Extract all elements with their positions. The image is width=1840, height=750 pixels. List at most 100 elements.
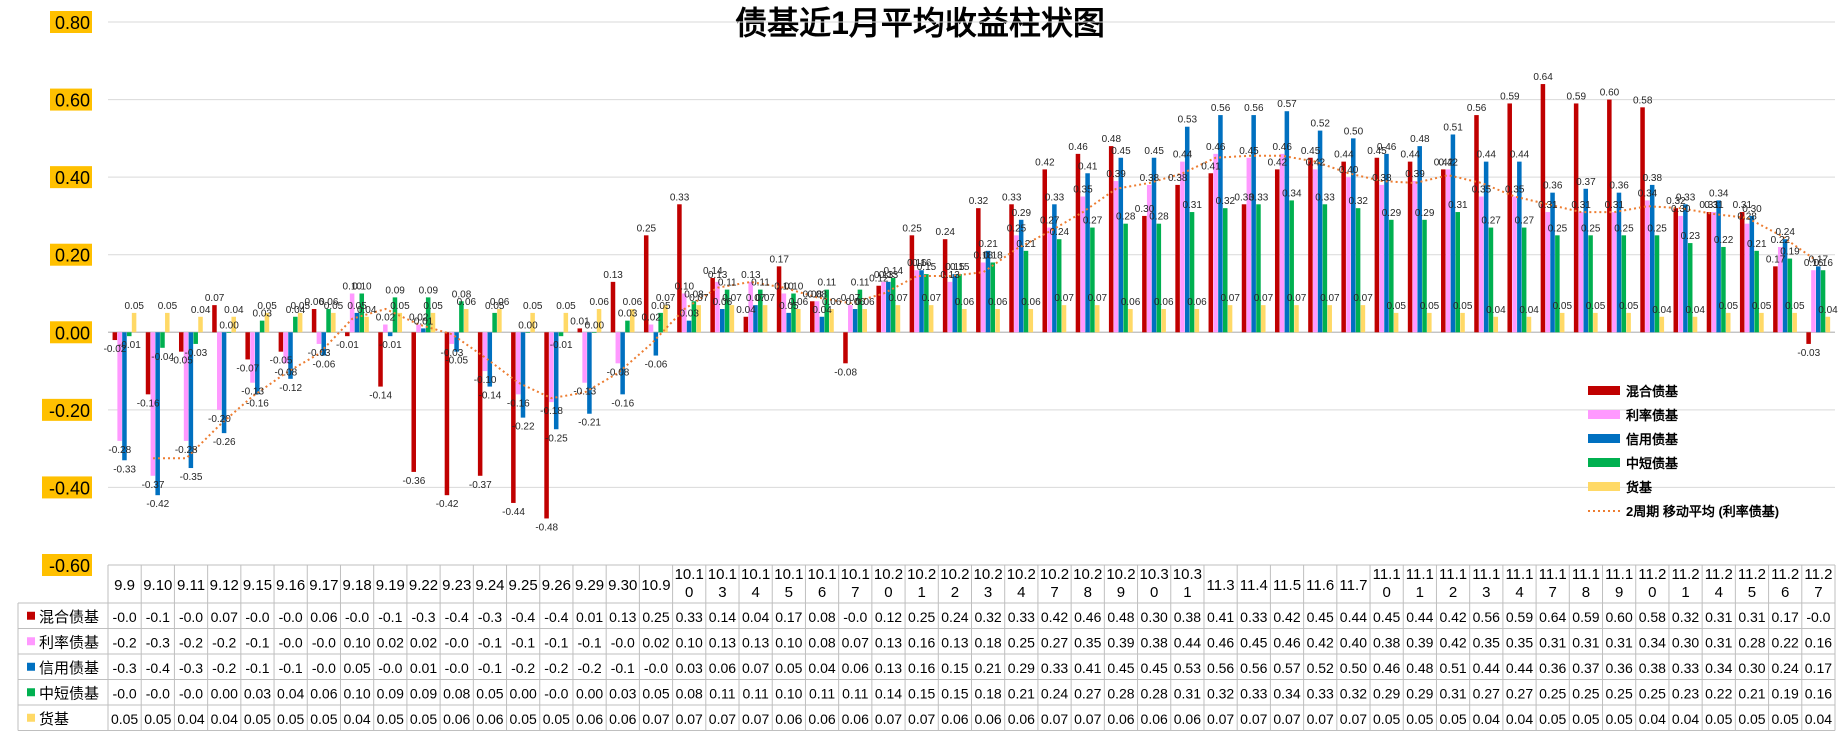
- y-tick-label: 0.40: [55, 168, 90, 188]
- table-cell: 0.07: [211, 609, 238, 625]
- bar: [1507, 103, 1512, 333]
- bar: [193, 332, 198, 344]
- table-cell: 0.38: [1141, 634, 1168, 650]
- table-cell: -0.0: [644, 660, 668, 676]
- table-header-cell: 4: [1515, 584, 1523, 601]
- data-label: 0.19: [1780, 247, 1800, 258]
- data-label: -0.03: [308, 348, 331, 359]
- data-label: 0.25: [1007, 223, 1027, 234]
- bar: [1754, 250, 1759, 333]
- legend-label: 中短债基: [1626, 456, 1679, 471]
- table-cell: 0.53: [1174, 660, 1201, 676]
- table-header-cell: 0: [1648, 584, 1656, 601]
- data-label: 0.14: [703, 266, 723, 277]
- data-label: 0.05: [291, 301, 311, 312]
- table-cell: 0.02: [377, 634, 404, 650]
- table-cell: 0.06: [1107, 711, 1134, 727]
- table-cell: -0.1: [279, 660, 303, 676]
- table-header-cell: 11.1: [1373, 566, 1401, 583]
- table-header-cell: 11.2: [1705, 566, 1733, 583]
- bar: [354, 312, 360, 333]
- table-cell: 0.21: [974, 660, 1001, 676]
- data-label: 0.24: [936, 227, 956, 238]
- table-cell: 0.33: [1307, 685, 1334, 701]
- data-label: 0.05: [1619, 301, 1639, 312]
- bar: [753, 305, 758, 333]
- legend-swatch: [1588, 386, 1620, 395]
- table-cell: 0.25: [1639, 685, 1666, 701]
- data-label: 0.33: [670, 192, 690, 203]
- table-header-cell: 8: [1582, 584, 1590, 601]
- data-label: 0.04: [357, 305, 377, 316]
- table-cell: 0.45: [1107, 660, 1134, 676]
- table-header-cell: 9.26: [542, 577, 571, 594]
- table-cell: 0.21: [1738, 685, 1765, 701]
- bar: [1555, 235, 1560, 333]
- data-label: 0.31: [1733, 200, 1753, 211]
- data-label: 0.28: [1737, 212, 1757, 223]
- table-row-swatch: [27, 611, 35, 620]
- data-label: 0.04: [736, 305, 756, 316]
- bar: [1241, 204, 1247, 333]
- bar: [1222, 208, 1228, 333]
- table-cell: 0.05: [510, 711, 537, 727]
- table-header-cell: 10.3: [1140, 566, 1169, 583]
- bar: [1687, 243, 1693, 333]
- bar: [1711, 212, 1717, 333]
- table-header-cell: 9.23: [442, 577, 471, 594]
- table-cell: 0.07: [1240, 711, 1267, 727]
- table-header-cell: 11.1: [1439, 566, 1467, 583]
- table-header-cell: 3: [1482, 584, 1490, 601]
- bar: [1151, 157, 1157, 333]
- bar: [1479, 196, 1484, 333]
- data-label: 0.13: [603, 270, 623, 281]
- data-label: 0.04: [191, 305, 211, 316]
- bar: [1274, 169, 1280, 333]
- bar: [477, 332, 483, 476]
- bar: [430, 312, 436, 333]
- table-cell: 0.05: [377, 711, 404, 727]
- data-label: -0.33: [113, 464, 136, 475]
- data-label: 0.11: [851, 278, 870, 289]
- bar: [1545, 212, 1550, 333]
- bar: [288, 332, 293, 379]
- table-header-cell: 4: [1715, 584, 1723, 601]
- table-cell: -0.0: [179, 609, 203, 625]
- bar: [1645, 200, 1650, 333]
- bar: [1156, 223, 1162, 333]
- bar: [990, 262, 996, 333]
- legend-label: 货基: [1626, 480, 1653, 495]
- bar: [331, 312, 336, 333]
- table-header-cell: 11.1: [1539, 566, 1567, 583]
- bar: [1175, 184, 1180, 333]
- data-label: -0.14: [479, 391, 502, 402]
- bar: [630, 309, 635, 333]
- data-label: 0.15: [950, 262, 970, 273]
- table-cell: 0.05: [543, 711, 570, 727]
- bar: [1322, 204, 1328, 333]
- data-label: 0.27: [1515, 216, 1535, 227]
- bar: [1256, 204, 1261, 333]
- table-cell: 0.35: [1473, 634, 1500, 650]
- data-label: 0.04: [812, 305, 832, 316]
- data-label: 0.00: [219, 320, 239, 331]
- data-label: 0.24: [1775, 227, 1795, 238]
- data-label: 0.16: [1813, 258, 1833, 269]
- data-label: 0.25: [902, 223, 922, 234]
- table-header-cell: 1: [1681, 584, 1689, 601]
- table-cell: 0.07: [742, 711, 769, 727]
- table-cell: 0.59: [1572, 609, 1599, 625]
- bar: [976, 208, 981, 333]
- bar: [852, 309, 858, 333]
- bar: [515, 332, 521, 395]
- data-label: 0.05: [1752, 301, 1772, 312]
- data-label: 0.25: [1647, 223, 1667, 234]
- table-header-cell: 4: [1017, 584, 1025, 601]
- data-label: -0.37: [142, 480, 165, 491]
- data-label: 0.34: [1282, 188, 1302, 199]
- data-label: 0.16: [912, 258, 932, 269]
- table-cell: 0.13: [742, 634, 769, 650]
- table-cell: -0.1: [478, 634, 502, 650]
- bar: [876, 285, 881, 333]
- table-cell: 0.33: [1041, 660, 1068, 676]
